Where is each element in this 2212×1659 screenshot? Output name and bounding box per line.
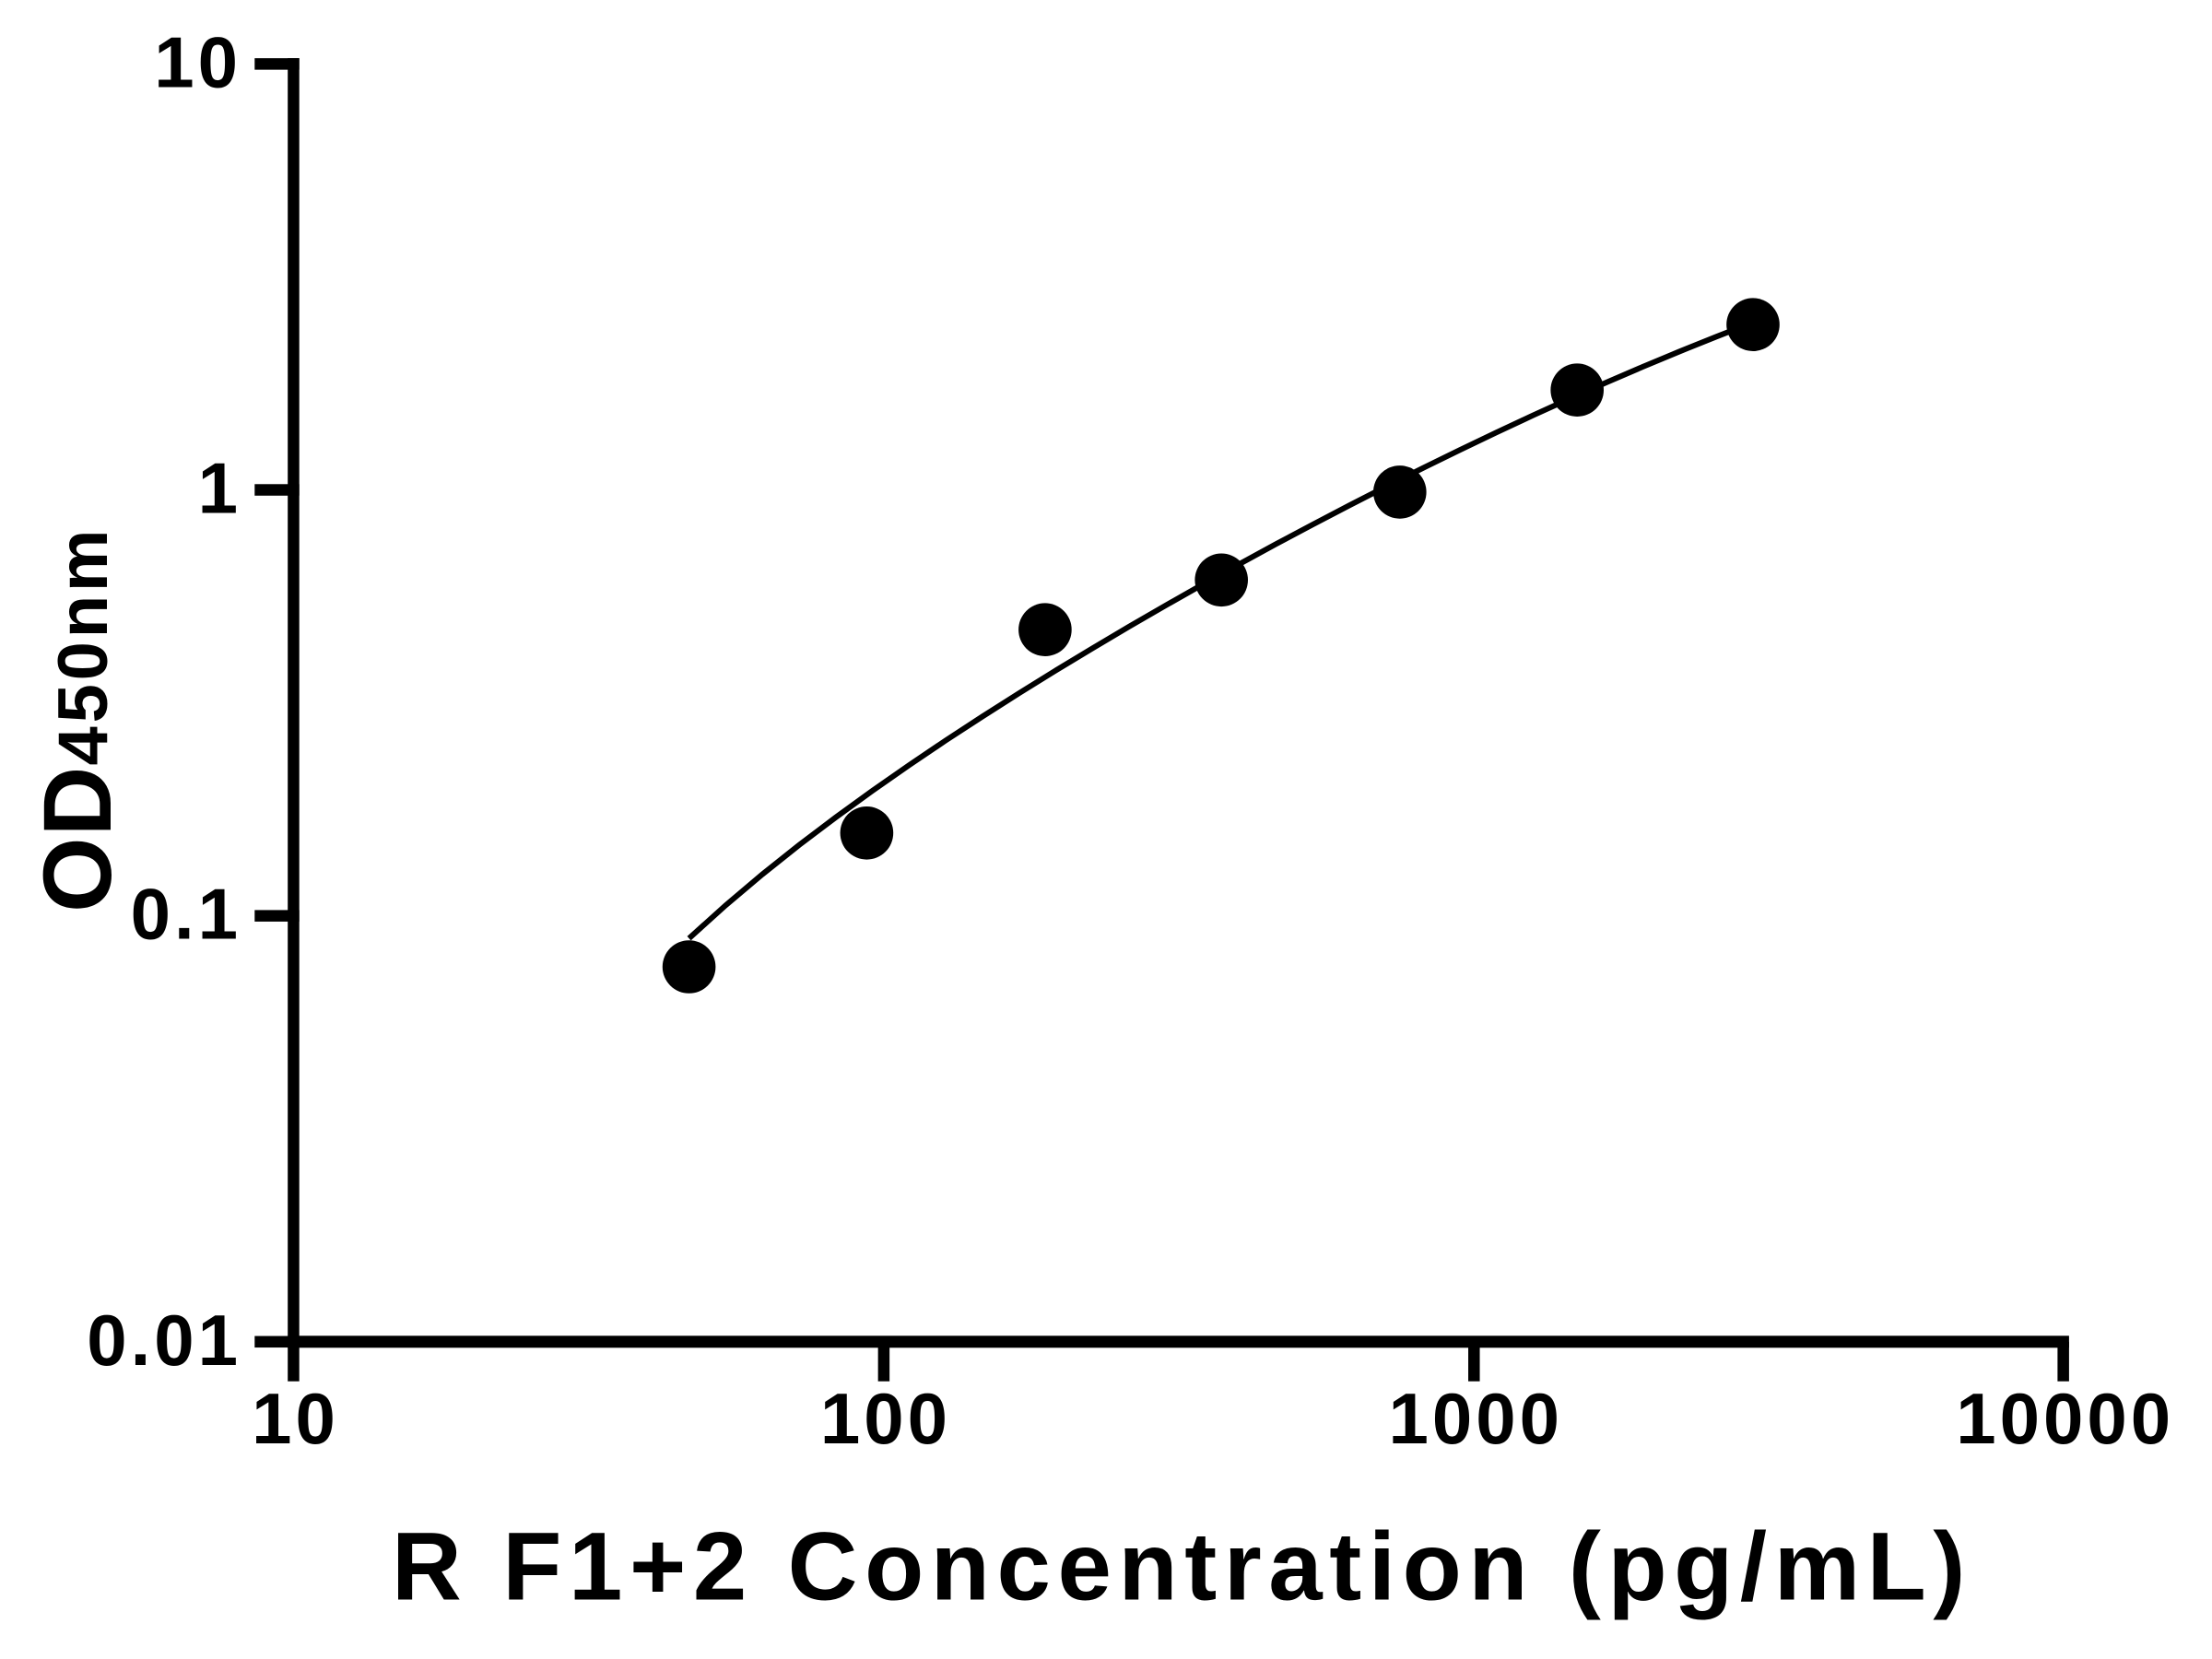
svg-text:0.1: 0.1 bbox=[131, 874, 241, 955]
svg-text:1: 1 bbox=[198, 448, 241, 529]
svg-text:10000: 10000 bbox=[1956, 1378, 2174, 1459]
svg-text:10: 10 bbox=[252, 1378, 339, 1459]
svg-text:0.01: 0.01 bbox=[87, 1300, 241, 1381]
svg-text:10: 10 bbox=[154, 21, 241, 102]
svg-text:1000: 1000 bbox=[1389, 1378, 1564, 1459]
svg-text:OD450nm: OD450nm bbox=[24, 526, 132, 912]
svg-text:R F1+2 Concentration (pg/mL): R F1+2 Concentration (pg/mL) bbox=[392, 1513, 1972, 1621]
svg-text:100: 100 bbox=[820, 1378, 951, 1459]
